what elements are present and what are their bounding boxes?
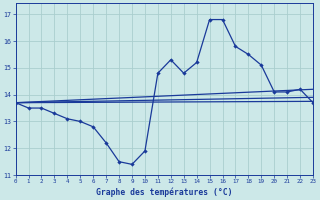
- X-axis label: Graphe des températures (°C): Graphe des températures (°C): [96, 187, 233, 197]
